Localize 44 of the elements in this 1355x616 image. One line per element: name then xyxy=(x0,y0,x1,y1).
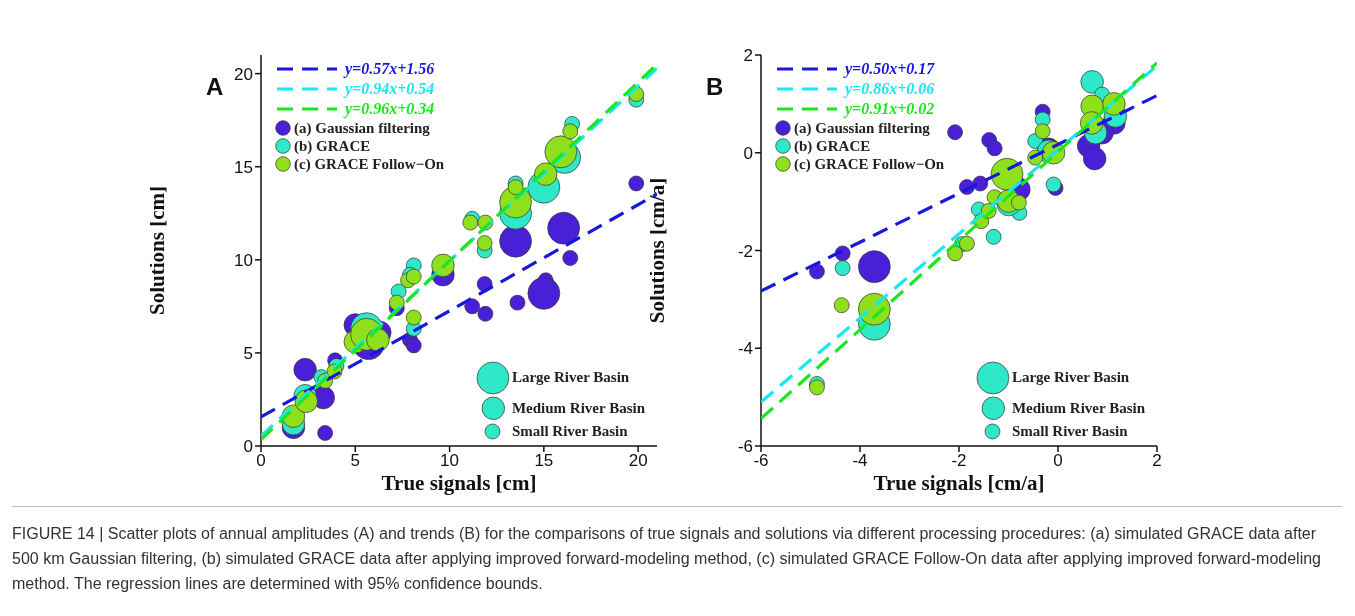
y-tick-label: -6 xyxy=(737,437,753,457)
x-tick-label: 15 xyxy=(534,451,554,471)
legend-label: Medium River Basin xyxy=(511,399,645,417)
y-tick-label: 0 xyxy=(743,143,753,163)
legend-label: y=0.94x+0.54 xyxy=(345,80,435,98)
x-tick-label: 10 xyxy=(440,451,460,471)
legend-label: y=0.91x+0.02 xyxy=(845,100,935,118)
legend-label: (a) Gaussian filtering xyxy=(794,119,930,137)
legend-label: Medium River Basin xyxy=(1011,399,1145,417)
x-axis-title: True signals [cm/a] xyxy=(873,471,1045,495)
legend-label: Large River Basin xyxy=(1011,369,1130,387)
x-tick-label: 2 xyxy=(1152,451,1162,471)
text: A xyxy=(206,73,224,101)
x-tick-label: 20 xyxy=(628,451,648,471)
legend-label: y=0.96x+0.34 xyxy=(345,100,435,118)
y-tick-label: 5 xyxy=(243,343,253,363)
y-tick-label: 10 xyxy=(234,250,253,270)
x-tick-label: -2 xyxy=(951,451,967,471)
x-axis-title: True signals [cm] xyxy=(381,471,537,495)
x-tick-label: 5 xyxy=(350,451,361,471)
x-tick-label: 0 xyxy=(256,451,266,471)
y-tick-label: -4 xyxy=(737,339,753,359)
legend-label: (c) GRACE Follow−On xyxy=(794,155,945,173)
legend-label: (c) GRACE Follow−On xyxy=(294,155,445,173)
legend-label: (b) GRACE xyxy=(794,137,871,155)
legend-label: Large River Basin xyxy=(511,369,630,387)
legend-label: Small River Basin xyxy=(1011,423,1128,440)
legend-label: Small River Basin xyxy=(511,423,628,440)
legend-label: y=0.86x+0.06 xyxy=(845,80,935,98)
y-axis-title: Solutions [cm/a] xyxy=(645,177,670,324)
y-tick-label: 0 xyxy=(243,437,253,457)
y-axis-title: Solutions [cm] xyxy=(145,186,170,315)
x-tick-label: -4 xyxy=(852,451,868,471)
y-tick-label: 2 xyxy=(743,46,753,66)
text: B xyxy=(706,73,724,101)
caption: FIGURE 14 | Scatter plots of annual amplitudes (A) and trends (B) for the comparisons of true signals and solutions via different processing procedures: (a) simulated GRACE data after 500 km Gaussian filtering, (b) simulated GRACE data after applying improved forward-modeling method, (c) simulated GRACE Follow-On data after applying improved forward-modeling method. The regression lines are determined with 95% confidence bounds. xyxy=(12,524,1322,594)
legend-label: y=0.57x+1.56 xyxy=(345,60,435,78)
legend-label: (b) GRACE xyxy=(294,137,371,155)
y-tick-label: 20 xyxy=(234,64,253,84)
x-tick-label: 0 xyxy=(1053,451,1063,471)
y-tick-label: 15 xyxy=(234,157,253,177)
y-tick-label: -2 xyxy=(737,241,753,261)
legend-label: (a) Gaussian filtering xyxy=(294,119,430,137)
legend-label: y=0.50x+0.17 xyxy=(845,60,935,78)
